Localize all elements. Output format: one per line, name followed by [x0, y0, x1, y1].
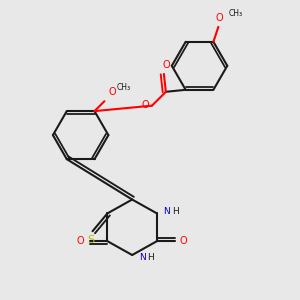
- Text: O: O: [162, 60, 170, 70]
- Text: O: O: [141, 100, 149, 110]
- Text: O: O: [215, 13, 223, 23]
- Text: CH₃: CH₃: [228, 8, 242, 17]
- Text: N: N: [139, 253, 145, 262]
- Text: O: O: [108, 87, 116, 97]
- Text: O: O: [180, 236, 188, 246]
- Text: O: O: [77, 236, 85, 246]
- Text: S: S: [87, 235, 94, 245]
- Text: H: H: [148, 253, 154, 262]
- Text: H: H: [172, 207, 179, 216]
- Text: N: N: [164, 207, 170, 216]
- Text: CH₃: CH₃: [116, 83, 130, 92]
